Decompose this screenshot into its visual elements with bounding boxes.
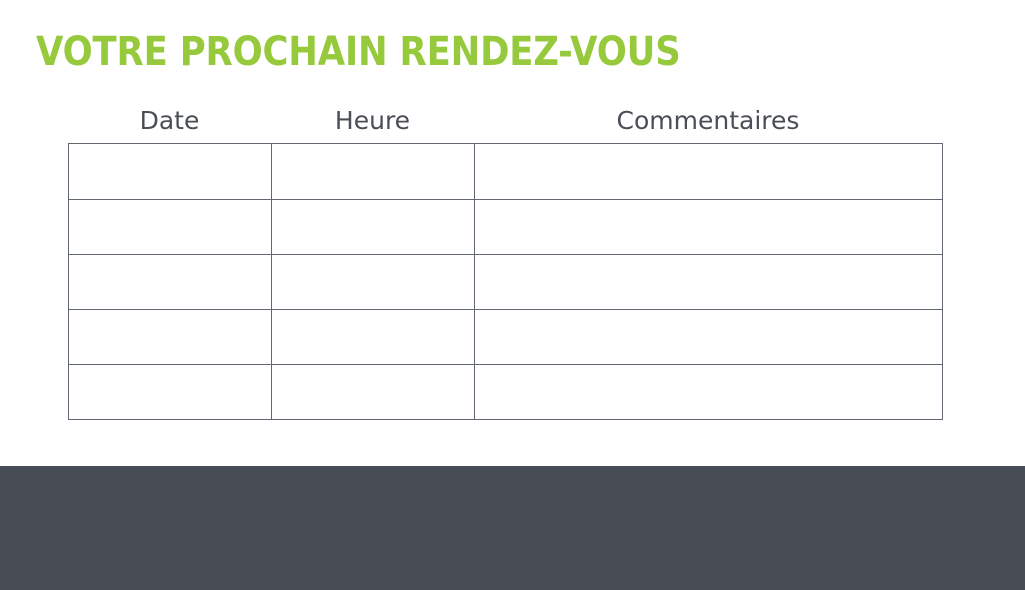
- cell-heure[interactable]: [271, 199, 475, 255]
- table-column-headers: Date Heure Commentaires: [68, 99, 942, 143]
- cell-date[interactable]: [68, 364, 272, 420]
- cell-heure-value: [272, 392, 474, 393]
- table-row[interactable]: [68, 364, 943, 420]
- appointment-table: [68, 143, 943, 420]
- footer-band: [0, 466, 1025, 590]
- cell-date-value: [69, 227, 271, 228]
- cell-heure[interactable]: [271, 309, 475, 365]
- cell-commentaires[interactable]: [474, 309, 943, 365]
- cell-date[interactable]: [68, 254, 272, 310]
- cell-heure[interactable]: [271, 364, 475, 420]
- table-row[interactable]: [68, 199, 943, 255]
- cell-date-value: [69, 171, 271, 172]
- cell-commentaires-value: [475, 282, 942, 283]
- cell-date[interactable]: [68, 309, 272, 365]
- cell-commentaires-value: [475, 171, 942, 172]
- page-title: VOTRE PROCHAIN RENDEZ-VOUS: [36, 29, 681, 75]
- cell-commentaires[interactable]: [474, 254, 943, 310]
- cell-heure-value: [272, 171, 474, 172]
- cell-heure-value: [272, 227, 474, 228]
- column-header-heure: Heure: [334, 106, 411, 135]
- cell-commentaires-value: [475, 227, 942, 228]
- cell-commentaires-value: [475, 392, 942, 393]
- cell-date[interactable]: [68, 143, 272, 200]
- appointment-table-body: [68, 143, 943, 420]
- cell-date[interactable]: [68, 199, 272, 255]
- cell-commentaires-value: [475, 337, 942, 338]
- table-row[interactable]: [68, 143, 943, 200]
- cell-date-value: [69, 392, 271, 393]
- cell-date-value: [69, 282, 271, 283]
- cell-heure[interactable]: [271, 254, 475, 310]
- cell-heure[interactable]: [271, 143, 475, 200]
- column-header-date: Date: [139, 106, 200, 135]
- cell-date-value: [69, 337, 271, 338]
- cell-heure-value: [272, 282, 474, 283]
- table-row[interactable]: [68, 309, 943, 365]
- table-row[interactable]: [68, 254, 943, 310]
- cell-commentaires[interactable]: [474, 199, 943, 255]
- appointment-table-block: Date Heure Commentaires: [68, 99, 943, 420]
- column-header-commentaires: Commentaires: [616, 106, 800, 135]
- cell-commentaires[interactable]: [474, 364, 943, 420]
- cell-commentaires[interactable]: [474, 143, 943, 200]
- cell-heure-value: [272, 337, 474, 338]
